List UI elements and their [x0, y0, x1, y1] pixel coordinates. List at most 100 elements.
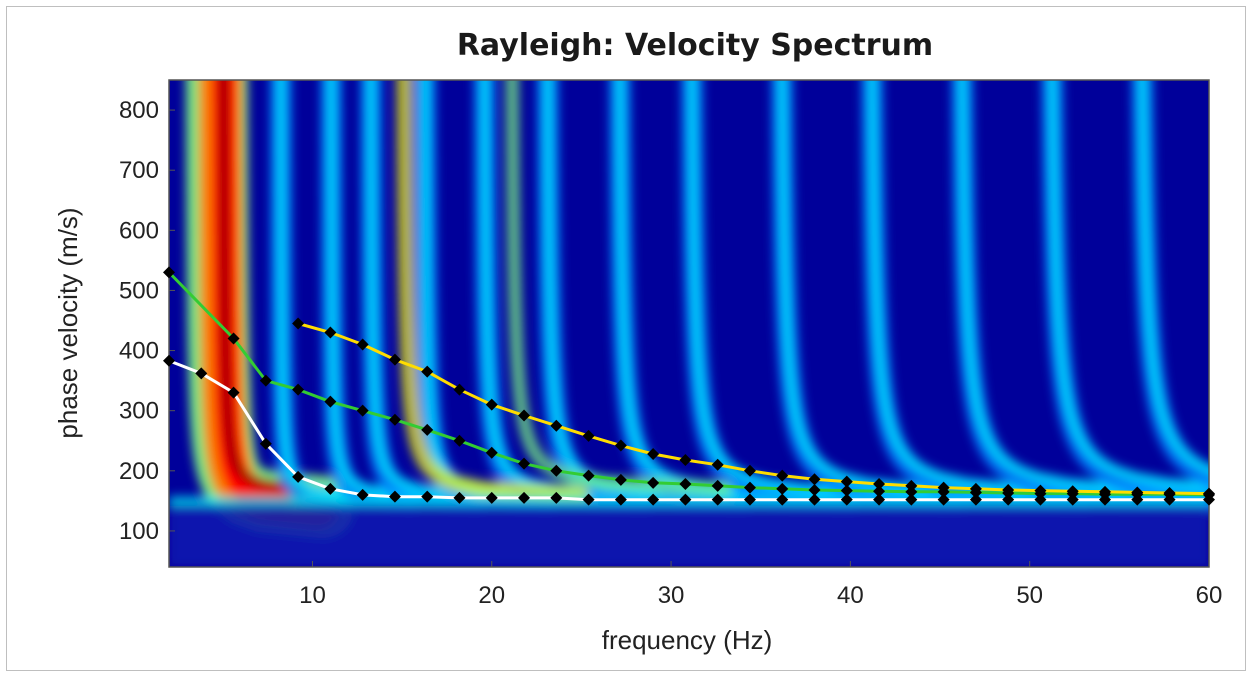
- pick-marker: [1002, 484, 1015, 497]
- energy-band: [276, 80, 348, 500]
- pick-marker: [421, 423, 434, 436]
- y-tick-label: 400: [119, 338, 159, 365]
- pick-marker: [1203, 487, 1215, 500]
- energy-band: [396, 80, 590, 503]
- y-tick-label: 600: [119, 217, 159, 244]
- pick-marker: [195, 367, 208, 380]
- energy-band: [326, 80, 416, 500]
- pick-marker: [679, 453, 692, 466]
- pick-marker: [485, 491, 498, 504]
- pick-marker: [163, 266, 175, 279]
- pick-marker: [905, 493, 918, 506]
- x-tick-label: 20: [478, 582, 505, 609]
- pick-marker: [550, 491, 563, 504]
- pick-marker: [840, 484, 853, 497]
- pick-marker: [227, 332, 240, 345]
- x-tick-label: 60: [1196, 582, 1223, 609]
- pick-marker: [518, 491, 531, 504]
- x-tick-label: 40: [837, 582, 864, 609]
- pick-marker: [873, 485, 886, 498]
- pick-marker: [259, 437, 272, 450]
- pick-marker: [550, 419, 563, 432]
- energy-band: [1047, 80, 1209, 492]
- pick-marker: [388, 353, 401, 366]
- pick-marker: [163, 354, 175, 367]
- pick-marker: [227, 386, 240, 399]
- pick-marker: [776, 469, 789, 482]
- energy-band: [420, 80, 554, 500]
- y-axis-label: phase velocity (m/s): [53, 207, 83, 438]
- pick-marker: [292, 383, 305, 396]
- pick-marker: [1131, 486, 1144, 499]
- pick-marker: [292, 317, 305, 330]
- energy-band: [777, 80, 1088, 500]
- pick-marker: [453, 434, 466, 447]
- pick-marker: [711, 493, 724, 506]
- pick-marker: [614, 493, 627, 506]
- x-axis-ticks: 10 20 30 40 50 60: [299, 561, 1222, 609]
- y-tick-label: 200: [119, 458, 159, 485]
- y-axis-ticks: 100 200 300 400 500 600 700 800: [119, 97, 175, 545]
- energy-band: [480, 80, 649, 500]
- pick-marker: [808, 473, 821, 486]
- pick-marker: [808, 493, 821, 506]
- pick-marker: [1163, 487, 1176, 500]
- y-tick-label: 300: [119, 398, 159, 425]
- energy-band: [615, 80, 855, 500]
- pick-marker: [324, 395, 337, 408]
- pick-marker: [356, 488, 369, 501]
- pick-marker: [259, 374, 272, 387]
- y-tick-label: 800: [119, 97, 159, 124]
- pick-marker: [614, 439, 627, 452]
- pick-marker: [776, 493, 789, 506]
- pick-marker: [840, 493, 853, 506]
- pick-marker: [518, 409, 531, 422]
- dispersion-markers: [163, 266, 1215, 506]
- pick-marker: [969, 493, 982, 506]
- pick-marker: [453, 491, 466, 504]
- pick-marker: [388, 490, 401, 503]
- energy-band: [867, 80, 1209, 500]
- energy-band: [366, 80, 482, 500]
- pick-marker: [1066, 485, 1079, 498]
- figure-frame: Rayleigh: Velocity Spectrum 10 20 30 40 50 60…: [6, 6, 1246, 671]
- pick-marker: [582, 429, 595, 442]
- pick-marker: [743, 464, 756, 477]
- pick-marker: [937, 493, 950, 506]
- pick-marker: [905, 479, 918, 492]
- pick-marker: [1002, 493, 1015, 506]
- plot-border: [168, 79, 1210, 568]
- pick-marker: [776, 482, 789, 495]
- pick-marker: [711, 479, 724, 492]
- pick-marker: [582, 469, 595, 482]
- chart-title: Rayleigh: Velocity Spectrum: [457, 28, 933, 63]
- pick-marker: [1034, 484, 1047, 497]
- y-tick-label: 500: [119, 277, 159, 304]
- pick-marker: [873, 478, 886, 491]
- pick-marker: [421, 365, 434, 378]
- pick-marker: [324, 326, 337, 339]
- pick-marker: [647, 476, 660, 489]
- pick-marker: [453, 383, 466, 396]
- pick-marker: [550, 464, 563, 477]
- x-tick-label: 10: [299, 582, 326, 609]
- pick-marker: [292, 470, 305, 483]
- energy-band: [218, 80, 309, 494]
- low-velocity-noise: [169, 500, 1209, 567]
- x-tick-label: 50: [1016, 582, 1043, 609]
- y-tick-label: 700: [119, 157, 159, 184]
- pick-marker: [808, 484, 821, 497]
- y-tick-label: 100: [119, 518, 159, 545]
- pick-marker: [969, 482, 982, 495]
- pick-marker: [743, 481, 756, 494]
- pick-marker: [421, 490, 434, 503]
- x-axis-label: frequency (Hz): [602, 625, 773, 655]
- pick-marker: [937, 481, 950, 494]
- pick-marker: [356, 338, 369, 351]
- pick-marker: [905, 485, 918, 498]
- pick-marker: [840, 475, 853, 488]
- pick-marker: [711, 458, 724, 471]
- pick-marker: [647, 493, 660, 506]
- pick-marker: [743, 493, 756, 506]
- pick-marker: [647, 447, 660, 460]
